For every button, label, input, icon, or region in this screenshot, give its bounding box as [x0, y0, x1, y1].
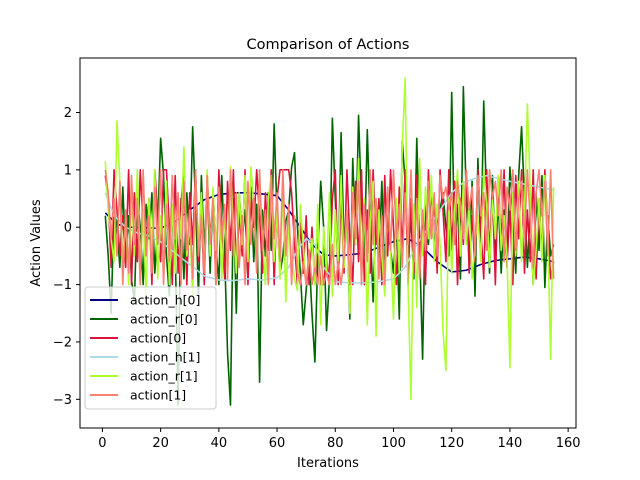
plot-frame	[79, 57, 577, 429]
series-line-5	[104, 169, 555, 286]
y-axis-label: Action Values	[29, 199, 44, 287]
series-layer	[104, 77, 555, 406]
x-tick-label-2: 40	[211, 436, 228, 451]
y-tick-label-0: −3	[53, 393, 72, 408]
series-line-4	[104, 77, 555, 401]
legend-label-2: action[0]	[130, 331, 186, 346]
chart-title: Comparison of Actions	[247, 37, 410, 53]
x-tick-label-3: 60	[269, 436, 286, 451]
x-axis: 0 20 40 60 80 100 120 140 160	[98, 428, 581, 451]
x-tick-label-7: 140	[498, 436, 523, 451]
x-tick-label-1: 20	[152, 436, 169, 451]
legend-label-1: action_r[0]	[130, 312, 198, 327]
y-tick-label-2: −1	[53, 278, 72, 293]
y-tick-label-1: −2	[53, 335, 72, 350]
legend-label-0: action_h[0]	[130, 293, 200, 308]
y-tick-label-4: 1	[64, 163, 72, 178]
legend: action_h[0] action_r[0] action[0] action_h[…	[84, 286, 217, 410]
y-axis: −3 −2 −1 0 1 2	[53, 106, 80, 408]
x-tick-label-8: 160	[556, 436, 581, 451]
x-tick-label-0: 0	[98, 436, 106, 451]
x-tick-label-6: 120	[439, 436, 464, 451]
y-tick-label-5: 2	[64, 106, 72, 121]
x-axis-label: Iterations	[297, 456, 359, 471]
x-tick-label-5: 100	[381, 436, 406, 451]
legend-label-3: action_h[1]	[130, 350, 200, 365]
legend-box	[84, 286, 217, 410]
x-tick-label-4: 80	[327, 436, 344, 451]
legend-label-4: action_r[1]	[130, 369, 198, 384]
legend-label-5: action[1]	[130, 388, 186, 403]
y-tick-label-3: 0	[64, 221, 72, 236]
